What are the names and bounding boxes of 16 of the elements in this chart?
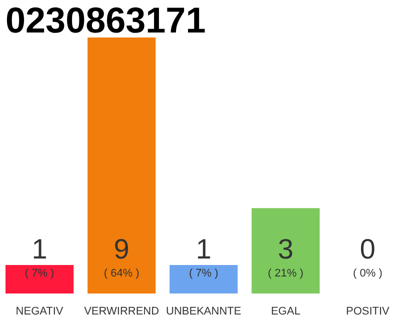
data-label: 9 [114,234,130,264]
data-label: 0 [360,234,376,264]
annotation: ( 7% ) [188,268,218,280]
chart-title: 0230863171 [6,0,206,40]
x-tick-label: UNBEKANNTE [166,306,242,318]
annotation: ( 21% ) [268,268,304,280]
x-tick-label: VERWIRREND [84,306,160,318]
x-tick-label: NEGATIV [16,306,64,318]
data-label: 1 [196,234,212,264]
data-label: 3 [278,234,294,264]
x-tick-label: EGAL [270,306,300,318]
annotation: ( 64% ) [104,268,140,280]
data-label: 1 [32,234,48,264]
x-tick-label: POSITIV [346,306,390,318]
annotation: ( 7% ) [24,268,54,280]
annotation: ( 0% ) [353,268,382,280]
